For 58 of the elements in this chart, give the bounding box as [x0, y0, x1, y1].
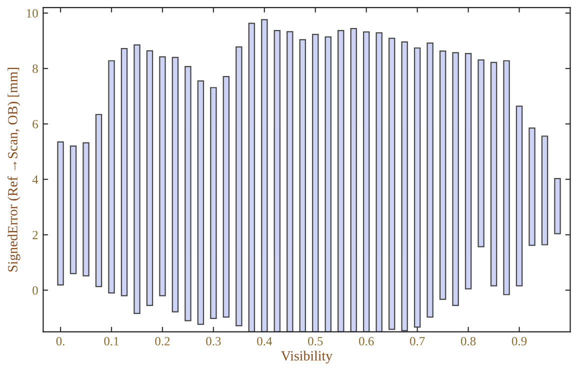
bar	[324, 36, 332, 332]
bar	[120, 48, 128, 296]
bar	[197, 80, 204, 325]
bar	[184, 66, 192, 322]
bar	[299, 39, 306, 332]
bar	[554, 178, 561, 234]
y-tick-label: 8	[32, 64, 38, 73]
y-tick-label: 4	[32, 175, 38, 184]
bar	[426, 42, 434, 318]
bar	[478, 59, 484, 248]
bar	[222, 76, 230, 318]
bar	[541, 136, 548, 246]
x-tick-label: 0.	[56, 336, 64, 346]
bar	[274, 30, 281, 332]
bar	[57, 141, 64, 286]
bar	[82, 142, 90, 276]
bar	[464, 52, 472, 290]
bar	[248, 22, 256, 332]
x-tick-label: 0.8	[460, 336, 476, 346]
bar	[286, 31, 294, 332]
bar	[490, 62, 498, 286]
bar	[503, 60, 510, 296]
bar	[134, 44, 140, 314]
bar	[70, 146, 77, 274]
bar	[452, 52, 459, 306]
bar	[210, 87, 217, 320]
y-tick-label: 6	[32, 120, 38, 128]
bar	[401, 41, 408, 332]
y-tick-label: 10	[26, 9, 38, 18]
bar	[312, 34, 319, 332]
x-axis-title: Visibility	[281, 350, 332, 364]
x-tick-label: 0.3	[206, 336, 221, 346]
bar	[376, 32, 382, 332]
bar	[350, 28, 357, 332]
bar	[516, 106, 523, 286]
y-tick-label: 0	[32, 286, 38, 295]
bar	[414, 47, 421, 328]
x-tick-label: 0.7	[410, 336, 425, 346]
bar	[388, 38, 396, 330]
bar	[236, 46, 242, 326]
bar	[108, 60, 115, 294]
bar	[528, 128, 536, 246]
bar	[172, 56, 179, 312]
bar	[338, 30, 344, 332]
x-tick-label: 0.5	[308, 336, 323, 346]
x-tick-label: 0.9	[512, 336, 527, 346]
x-tick-label: 0.1	[104, 336, 119, 346]
bar	[363, 31, 370, 332]
bar	[261, 19, 268, 332]
bar	[439, 50, 446, 300]
bar	[159, 56, 166, 296]
y-axis-title: SignedError (Ref →Scan, OB) [mm]	[8, 68, 20, 272]
x-tick-label: 0.2	[155, 336, 170, 346]
y-tick-label: 2	[32, 230, 38, 240]
x-tick-label: 0.6	[359, 336, 374, 346]
bar	[146, 50, 154, 306]
bar	[95, 114, 102, 288]
x-tick-label: 0.4	[257, 336, 272, 346]
